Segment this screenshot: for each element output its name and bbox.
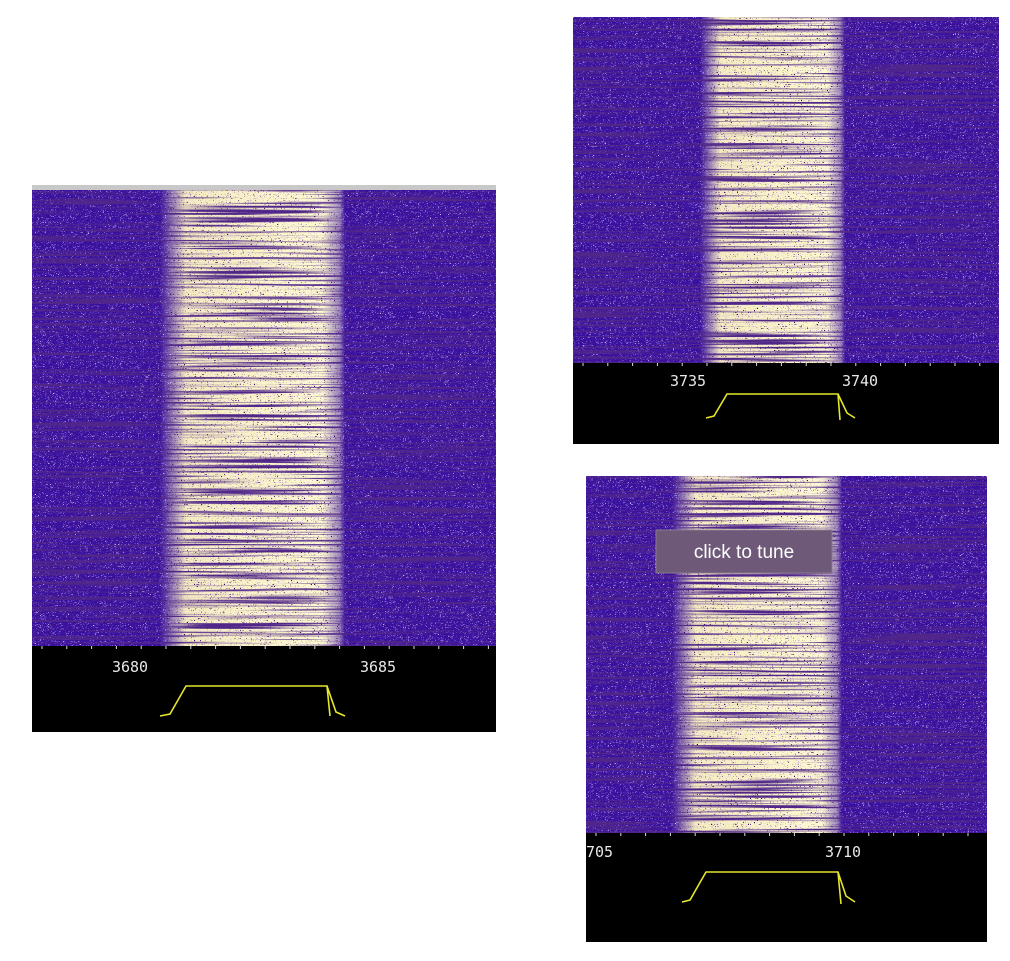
passband xyxy=(705,393,856,421)
noise xyxy=(573,17,999,363)
noise xyxy=(32,190,496,646)
frequency-scale[interactable] xyxy=(32,646,496,732)
tooltip xyxy=(655,529,833,574)
passband xyxy=(159,685,346,717)
scale-label: 705 xyxy=(586,843,613,861)
scale-label: 3735 xyxy=(670,372,706,390)
scale-label: 3685 xyxy=(360,658,396,676)
frequency-scale[interactable] xyxy=(586,833,987,942)
frequency-scale[interactable] xyxy=(573,363,999,444)
waterfall-panel[interactable]: 705 3710 click to tune xyxy=(586,476,987,942)
scale-label: 3740 xyxy=(842,372,878,390)
passband xyxy=(681,871,856,905)
scale-label: 3710 xyxy=(825,843,861,861)
panel-header xyxy=(32,185,496,190)
tooltip-text: click to tune xyxy=(694,542,794,563)
waterfall-panel[interactable]: 3680 3685 xyxy=(32,185,496,732)
scale-label: 3680 xyxy=(112,658,148,676)
waterfall-panel[interactable]: 3735 3740 xyxy=(573,17,999,444)
